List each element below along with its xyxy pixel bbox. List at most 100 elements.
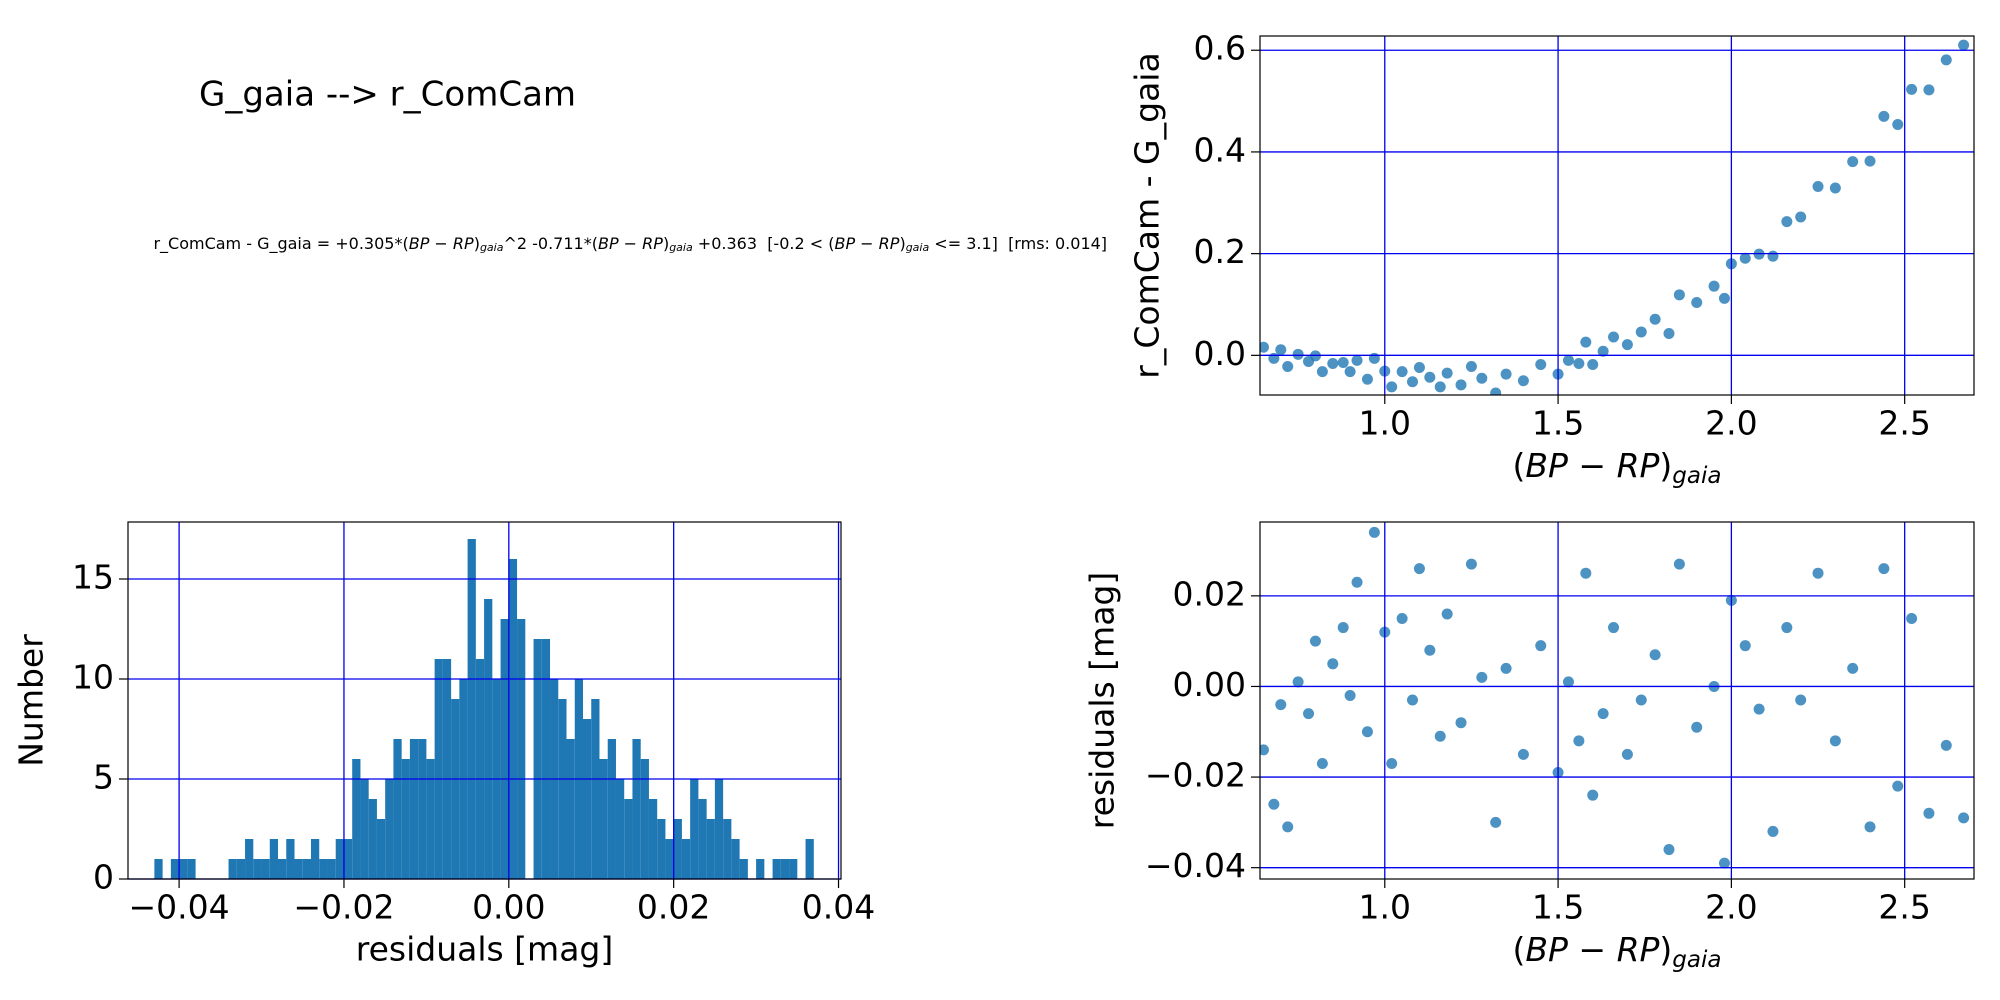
point	[1635, 694, 1647, 706]
point	[1292, 348, 1304, 360]
point	[1434, 730, 1446, 742]
bar	[706, 819, 715, 879]
point	[1268, 798, 1280, 810]
bar	[484, 599, 493, 879]
point	[1465, 361, 1477, 373]
point	[1635, 326, 1647, 338]
axes-frame	[1259, 35, 1975, 396]
x-tick-label: 1.0	[1359, 888, 1411, 927]
formula-part: )	[899, 234, 905, 253]
bar	[335, 839, 344, 879]
bar	[236, 859, 246, 879]
x-tick-label: −0.04	[129, 888, 230, 927]
bar	[500, 619, 509, 879]
point	[1309, 635, 1321, 647]
point	[1691, 296, 1703, 308]
x-tick-label: 2.0	[1705, 404, 1757, 443]
marks	[1260, 526, 1970, 869]
y-tick-label: −0.02	[1145, 756, 1246, 795]
formula-part: +0.363 [-0.2 < (	[693, 234, 835, 253]
bar	[269, 839, 279, 879]
point	[1892, 780, 1904, 792]
point	[1864, 821, 1876, 833]
point	[1718, 857, 1730, 869]
y-tick-label: 10	[72, 658, 114, 697]
x-tick-label: 0.04	[802, 888, 875, 927]
bar	[179, 859, 188, 879]
bar	[451, 699, 460, 879]
bar	[690, 779, 699, 879]
bar	[583, 719, 592, 879]
point	[1663, 844, 1675, 856]
point	[1407, 376, 1419, 388]
point	[1441, 608, 1453, 620]
point	[1260, 341, 1269, 353]
point	[1795, 211, 1807, 223]
point	[1455, 717, 1467, 729]
point	[1424, 371, 1436, 383]
bar	[714, 779, 724, 879]
point	[1396, 366, 1408, 378]
bar	[253, 859, 262, 879]
formula-part: )	[663, 234, 669, 253]
bar	[409, 739, 419, 879]
bar	[187, 859, 196, 879]
point	[1940, 54, 1952, 66]
formula-part: gaia	[906, 241, 930, 254]
formula-part: ^2 -0.711*(	[503, 234, 598, 253]
point	[1923, 807, 1935, 819]
point	[1562, 676, 1574, 688]
formula-part: BP − RP	[409, 234, 474, 253]
bar	[640, 759, 649, 879]
y-tick-label: 5	[93, 758, 114, 797]
bar	[632, 739, 641, 879]
page-title: G_gaia --> r_ComCam	[199, 75, 576, 115]
x-axis-label-part: BP − RP	[1525, 930, 1659, 969]
bar	[681, 839, 691, 879]
bar	[789, 859, 798, 879]
bar	[533, 639, 542, 879]
x-axis-label: (BP − RP)gaia	[1513, 930, 1722, 973]
point	[1368, 526, 1380, 538]
x-axis-label: (BP − RP)gaia	[1513, 446, 1722, 489]
bar	[352, 759, 361, 879]
point	[1413, 362, 1425, 374]
bar	[294, 859, 303, 879]
bar	[698, 799, 707, 879]
point	[1351, 354, 1363, 366]
point	[1465, 558, 1477, 570]
x-axis-label-part: (	[1513, 446, 1526, 485]
x-tick-label: 1.0	[1359, 404, 1411, 443]
point	[1781, 622, 1793, 634]
point	[1892, 118, 1904, 130]
point	[1282, 821, 1294, 833]
point	[1781, 216, 1793, 228]
x-tick-label: 0.02	[637, 888, 710, 927]
y-tick-label: 0	[93, 858, 114, 897]
bar	[624, 799, 633, 879]
point	[1621, 748, 1633, 760]
bar	[591, 699, 600, 879]
x-axis-label-part: BP − RP	[1525, 446, 1659, 485]
bar	[731, 839, 740, 879]
x-axis-label-part: (	[1513, 930, 1526, 969]
y-axis-label: residuals [mag]	[1083, 572, 1122, 830]
x-axis-label-part: )	[1659, 446, 1672, 485]
x-axis-label-part: gaia	[1672, 463, 1721, 489]
formula-part: gaia	[480, 241, 504, 254]
bar	[508, 559, 518, 879]
bar	[442, 659, 452, 879]
point	[1580, 336, 1592, 348]
bar	[393, 739, 402, 879]
point	[1767, 250, 1779, 262]
bar	[426, 759, 435, 879]
bar	[756, 859, 765, 879]
bar	[723, 819, 732, 879]
axes-frame	[1259, 521, 1975, 880]
point	[1316, 366, 1328, 378]
bar	[673, 819, 682, 879]
bar	[319, 859, 328, 879]
bar	[615, 779, 625, 879]
y-tick-label: 15	[72, 558, 114, 597]
